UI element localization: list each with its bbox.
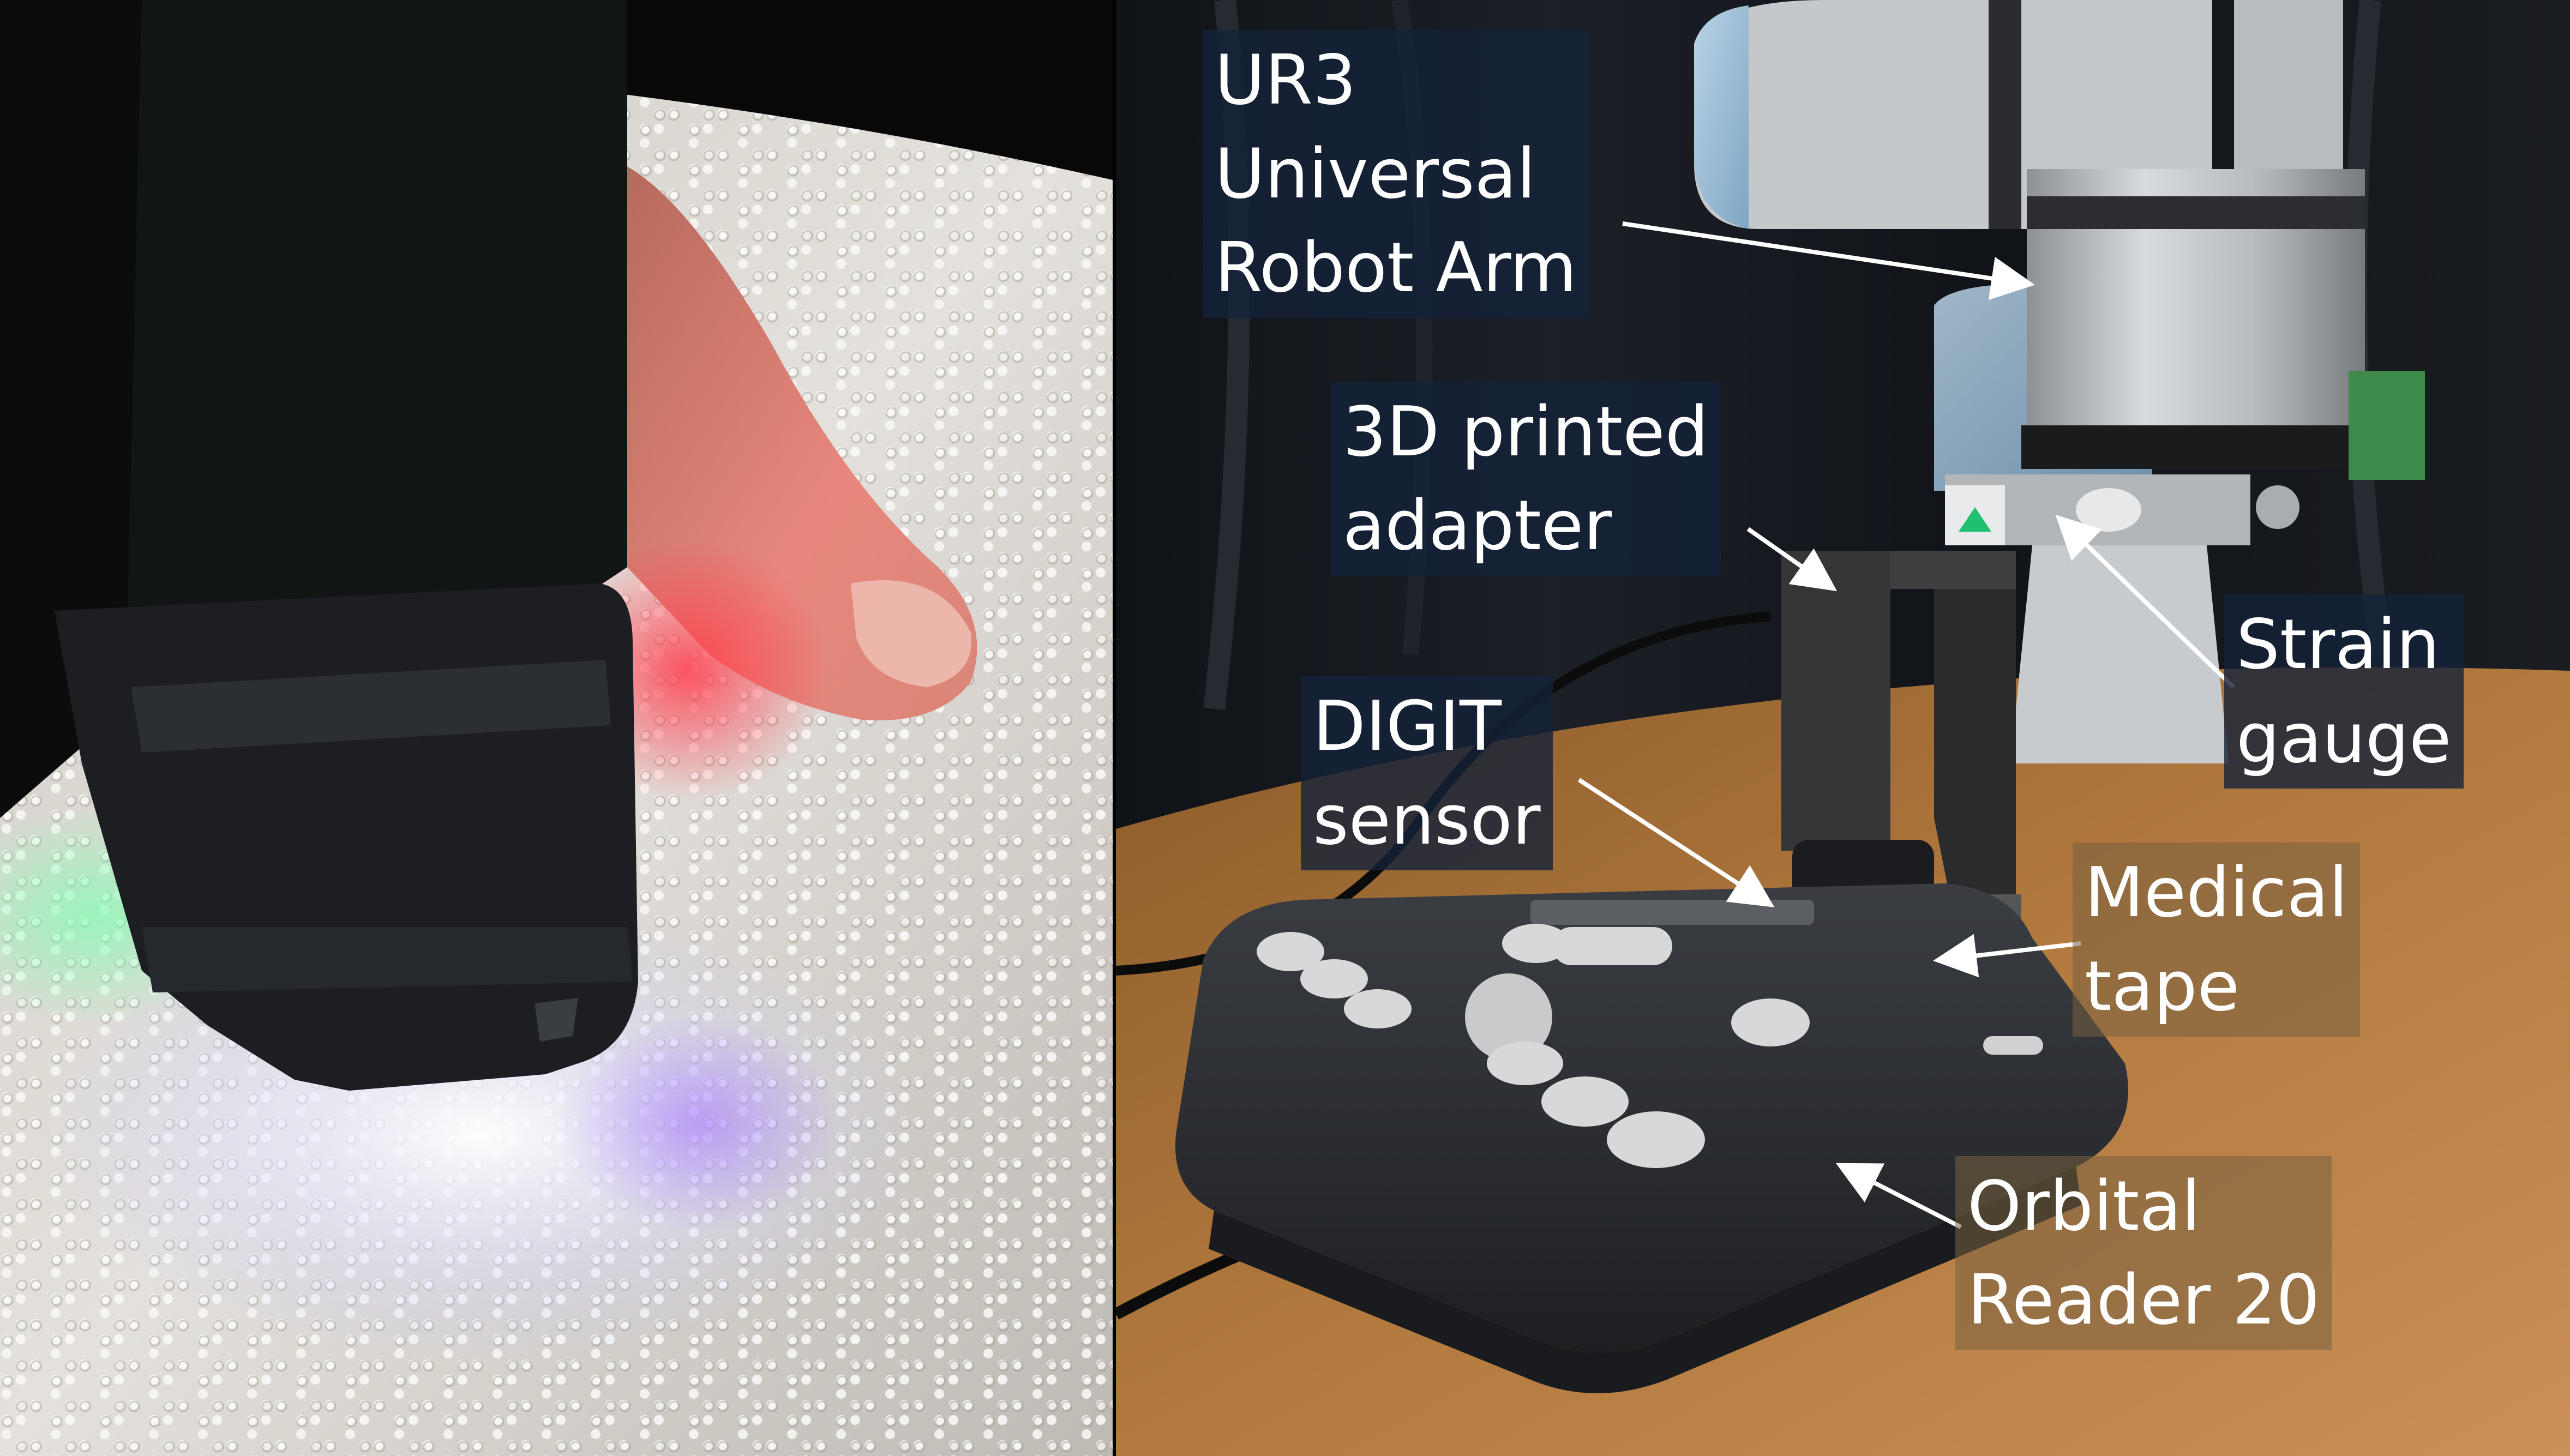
label-3d-printed-adapter: 3D printed adapter: [1331, 382, 1721, 576]
arrow-ur3: [1622, 221, 2035, 300]
label-orbital-reader-20: Orbital Reader 20: [1955, 1156, 2332, 1350]
arrow-strain-gauge: [2055, 514, 2235, 689]
label-strain-gauge: Strain gauge: [2224, 594, 2464, 789]
arrow-adapter: [1746, 527, 1838, 592]
label-medical-tape: Medical tape: [2073, 843, 2360, 1037]
arrow-orbital: [1835, 1163, 1962, 1229]
arrow-medical-tape: [1933, 934, 2081, 978]
label-ur3-robot-arm: UR3 Universal Robot Arm: [1203, 30, 1589, 318]
left-photo-panel: [0, 0, 1113, 1456]
braille-sensor-photo: [0, 0, 1113, 1456]
label-digit-sensor: DIGIT sensor: [1301, 676, 1553, 870]
arrow-digit: [1577, 778, 1775, 907]
